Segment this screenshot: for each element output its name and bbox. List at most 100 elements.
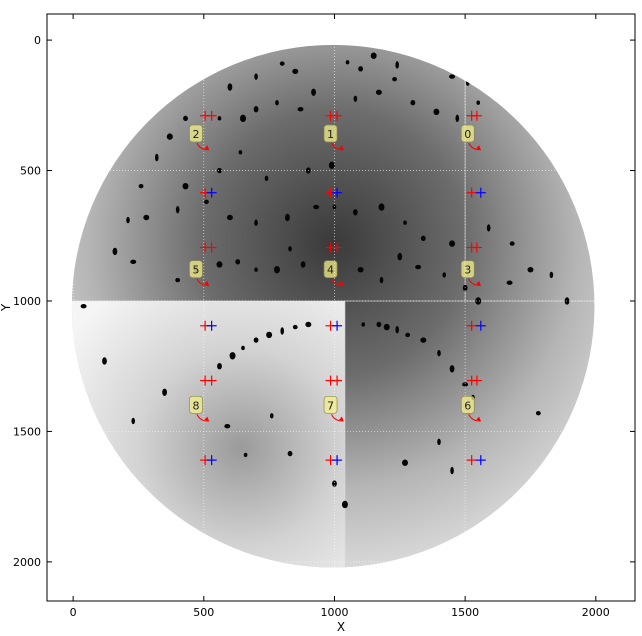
bragg-spot	[235, 259, 241, 265]
bragg-spot	[420, 337, 427, 343]
bragg-spot	[285, 213, 290, 222]
panel-label: 6	[460, 395, 481, 422]
bragg-spot	[166, 133, 173, 140]
y-tick-label: 0	[34, 34, 41, 47]
panel-label: 0	[460, 124, 481, 151]
bragg-spot	[311, 88, 316, 96]
bragg-spot	[240, 114, 246, 123]
bragg-spot	[449, 240, 456, 247]
bragg-spot	[535, 410, 541, 416]
x-tick-label: 1500	[451, 606, 479, 619]
plus-marker	[475, 187, 486, 198]
panel-label-arrow	[468, 414, 481, 422]
panel-label-box	[323, 260, 338, 279]
panel-label-arrowhead	[476, 145, 481, 150]
bragg-spot	[509, 241, 515, 246]
bragg-spot	[253, 106, 259, 113]
bragg-spot	[229, 352, 236, 360]
plus-marker	[466, 320, 477, 331]
bragg-spot	[442, 272, 447, 278]
bragg-spot	[279, 61, 285, 66]
bragg-spot	[353, 95, 358, 102]
panel-label-arrow	[331, 142, 344, 151]
bragg-spot	[287, 450, 293, 457]
bragg-spot	[376, 321, 382, 328]
panel-label-arrowhead	[204, 280, 210, 286]
bragg-spot	[102, 357, 107, 365]
bragg-spot	[332, 204, 337, 210]
bragg-spot	[131, 417, 136, 425]
plus-marker	[475, 455, 486, 466]
bragg-spot	[437, 438, 441, 446]
panel-label-text: 2	[192, 128, 199, 141]
bragg-spot	[486, 224, 491, 232]
bragg-spot	[243, 452, 248, 458]
x-tick-label: 2000	[582, 606, 610, 619]
plus-marker	[206, 110, 217, 121]
bragg-spot	[433, 108, 440, 116]
panel-label-arrowhead	[339, 416, 344, 421]
bragg-spot	[361, 322, 366, 327]
bragg-spot	[217, 363, 222, 370]
bragg-spot	[253, 337, 259, 343]
bragg-spot	[241, 345, 245, 351]
panel-label: 8	[189, 395, 210, 422]
plus-marker	[206, 187, 217, 198]
panel-label-text: 8	[192, 399, 199, 412]
bragg-spot	[476, 100, 481, 105]
plus-marker	[332, 455, 343, 466]
bragg-spot	[126, 216, 130, 224]
bragg-spot	[254, 267, 258, 272]
bragg-spot	[183, 115, 188, 122]
panel-label-text: 5	[192, 264, 199, 277]
y-tick-label: 1000	[13, 295, 41, 308]
panel-corner-markers	[200, 110, 486, 466]
bragg-spot	[254, 73, 258, 80]
plus-marker	[471, 110, 482, 121]
bragg-spot	[402, 459, 409, 466]
bragg-spot	[383, 323, 390, 331]
bragg-spot	[143, 214, 150, 221]
plot-area: 0 1 2 3 4 5 6 7 8	[47, 14, 635, 601]
bragg-spot	[292, 324, 298, 330]
panel-label-arrowhead	[204, 416, 210, 421]
bragg-spot	[405, 332, 411, 338]
bragg-spot	[420, 235, 426, 242]
y-axis-ticks: 0 500 1000 1500 2000	[13, 34, 635, 569]
bragg-spot	[154, 153, 159, 162]
panel-label: 5	[189, 260, 210, 286]
plus-marker	[206, 455, 217, 466]
panel-label-arrow	[196, 414, 210, 422]
bragg-spot	[216, 261, 223, 268]
x-tick-label: 500	[193, 606, 214, 619]
bragg-spot	[403, 220, 407, 225]
bragg-spot	[357, 266, 364, 273]
panel-label-arrow	[468, 278, 481, 286]
bragg-spot	[269, 413, 274, 419]
bragg-spot	[358, 66, 363, 72]
bragg-spot	[564, 297, 570, 305]
panel-label-arrowhead	[339, 280, 344, 286]
bragg-spot	[175, 277, 181, 283]
bragg-spot	[80, 303, 87, 309]
bragg-spot	[415, 264, 422, 270]
plus-marker	[332, 110, 343, 121]
panel-label-box	[323, 124, 338, 143]
bragg-spot	[449, 74, 456, 79]
plus-marker	[332, 187, 343, 198]
plus-marker	[471, 242, 482, 253]
panel-label: 1	[323, 124, 344, 151]
bragg-spot	[475, 297, 482, 305]
panel-label: 7	[323, 395, 344, 422]
bragg-spot	[332, 480, 337, 487]
panel-label: 3	[460, 260, 481, 286]
y-tick-label: 1500	[13, 425, 41, 438]
panel-label-arrowhead	[339, 145, 344, 150]
bragg-spot	[527, 266, 534, 273]
plus-marker	[466, 187, 477, 198]
bragg-spot	[217, 167, 222, 174]
panel-label: 4	[323, 260, 344, 286]
panel-label-box	[460, 124, 475, 143]
x-tick-label: 0	[70, 606, 77, 619]
